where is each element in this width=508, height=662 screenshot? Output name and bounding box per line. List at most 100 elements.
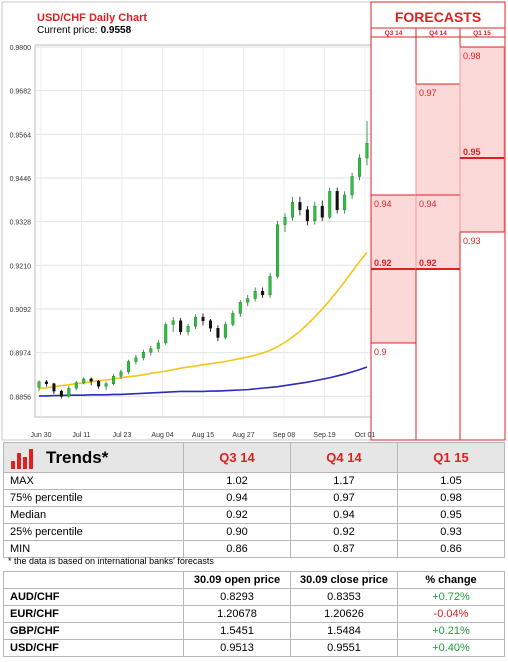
price-pair: EUR/CHF	[3, 605, 184, 623]
candle-body	[141, 352, 145, 358]
x-tick-label: Oct 01	[355, 432, 376, 439]
candle-body	[201, 316, 205, 322]
price-close: 1.20626	[290, 605, 398, 623]
candle-body	[194, 316, 198, 327]
y-tick-label: 0.9210	[10, 263, 32, 270]
price-change: -0.04%	[397, 605, 505, 623]
price-row: USD/CHF 0.9513 0.9551 +0.40%	[3, 639, 505, 657]
forecast-range-box	[415, 83, 461, 270]
forecast-level-label: 0.94	[419, 199, 437, 209]
forecast-col-label: Q1 15	[473, 30, 491, 37]
moving-average-line	[39, 366, 368, 397]
price-close: 0.9551	[290, 639, 398, 657]
candle-body	[104, 383, 108, 387]
trends-row: 25% percentile 0.90 0.92 0.93	[3, 523, 505, 541]
forecast-title: FORECASTS	[395, 9, 481, 25]
candle-body	[208, 320, 212, 329]
candle-body	[223, 324, 227, 338]
forecast-level-label: 0.97	[419, 88, 437, 98]
candle-body	[216, 328, 220, 338]
forecast-col-label: Q3 14	[385, 30, 403, 37]
forecast-col-label: Q4 14	[429, 30, 447, 37]
candle-body	[97, 380, 101, 387]
candle-body	[179, 320, 183, 333]
trends-col-q4-14: Q4 14	[290, 442, 398, 473]
x-tick-label: Jun 30	[30, 432, 51, 439]
candle-body	[358, 157, 362, 177]
price-row: EUR/CHF 1.20678 1.20626 -0.04%	[3, 605, 505, 623]
trends-row-label: MIN	[3, 540, 184, 558]
trends-title-cell: Trends*	[3, 442, 184, 473]
candle-body	[276, 224, 280, 277]
trends-title: Trends*	[46, 447, 109, 467]
candle-body	[82, 378, 86, 383]
price-row: GBP/CHF 1.5451 1.5484 +0.21%	[3, 622, 505, 640]
candle-body	[320, 205, 324, 218]
trends-cell: 0.97	[290, 489, 398, 507]
trends-row: MIN 0.86 0.87 0.86	[3, 540, 505, 558]
bar-chart-icon	[11, 448, 33, 469]
price-pair: USD/CHF	[3, 639, 184, 657]
candle-body	[253, 291, 257, 299]
price-close: 0.8353	[290, 588, 398, 606]
trends-header-row: Trends* Q3 14 Q4 14 Q1 15	[3, 442, 505, 473]
y-tick-label: 0.9092	[10, 307, 32, 314]
trends-cell: 1.17	[290, 472, 398, 490]
price-open: 0.8293	[183, 588, 291, 606]
candle-body	[186, 326, 190, 333]
candle-body	[74, 382, 78, 389]
y-tick-label: 0.9564	[10, 132, 32, 139]
price-pair: AUD/CHF	[3, 588, 184, 606]
price-close: 1.5484	[290, 622, 398, 640]
candle-body	[164, 324, 168, 344]
candle-body	[59, 390, 63, 397]
candle-body	[231, 313, 235, 325]
candle-body	[268, 276, 272, 296]
candle-body	[246, 298, 250, 303]
trends-cell: 0.95	[397, 506, 505, 524]
x-tick-label: Aug 27	[232, 432, 254, 439]
candle-body	[238, 302, 242, 314]
x-tick-label: Sep 19	[313, 432, 335, 439]
y-tick-label: 0.8856	[10, 394, 32, 401]
price-open: 1.20678	[183, 605, 291, 623]
price-col-close: 30.09 close price	[290, 571, 398, 589]
forecast-level-label: 0.94	[374, 199, 392, 209]
forecast-level-label: 0.92	[374, 258, 392, 268]
trends-row: Median 0.92 0.94 0.95	[3, 506, 505, 524]
y-tick-label: 0.9328	[10, 220, 32, 227]
price-col-open: 30.09 open price	[183, 571, 291, 589]
candle-body	[283, 216, 287, 225]
chart: USD/CHF Daily Chart Current price: 0.9558…	[1, 1, 506, 441]
trends-cell: 0.86	[397, 540, 505, 558]
x-tick-label: Aug 04	[151, 432, 173, 439]
y-tick-label: 0.9800	[10, 45, 32, 52]
candle-body	[171, 320, 175, 325]
candle-body	[119, 371, 123, 377]
y-tick-label: 0.9682	[10, 89, 32, 96]
x-tick-label: Aug 15	[192, 432, 214, 439]
trends-footnote: * the data is based on international ban…	[8, 556, 214, 566]
candle-body	[52, 383, 56, 392]
trends-cell: 0.94	[290, 506, 398, 524]
trends-row: 75% percentile 0.94 0.97 0.98	[3, 489, 505, 507]
trends-cell: 1.05	[397, 472, 505, 490]
candle-body	[290, 202, 294, 218]
y-tick-label: 0.8974	[10, 351, 32, 358]
candle-body	[126, 361, 130, 373]
trends-cell: 0.93	[397, 523, 505, 541]
candle-body	[112, 376, 116, 384]
candle-body	[305, 209, 309, 222]
candle-body	[44, 381, 48, 384]
trends-table: Trends* Q3 14 Q4 14 Q1 15 MAX 1.02 1.17 …	[3, 442, 505, 558]
trends-row-label: MAX	[3, 472, 184, 490]
candle-body	[37, 381, 41, 388]
trends-cell: 0.92	[290, 523, 398, 541]
trends-cell: 0.87	[290, 540, 398, 558]
candle-body	[335, 191, 339, 211]
price-col-change: % change	[397, 571, 505, 589]
candle-body	[350, 176, 354, 196]
trends-cell: 0.98	[397, 489, 505, 507]
candle-body	[328, 191, 332, 218]
trends-row-label: Median	[3, 506, 184, 524]
